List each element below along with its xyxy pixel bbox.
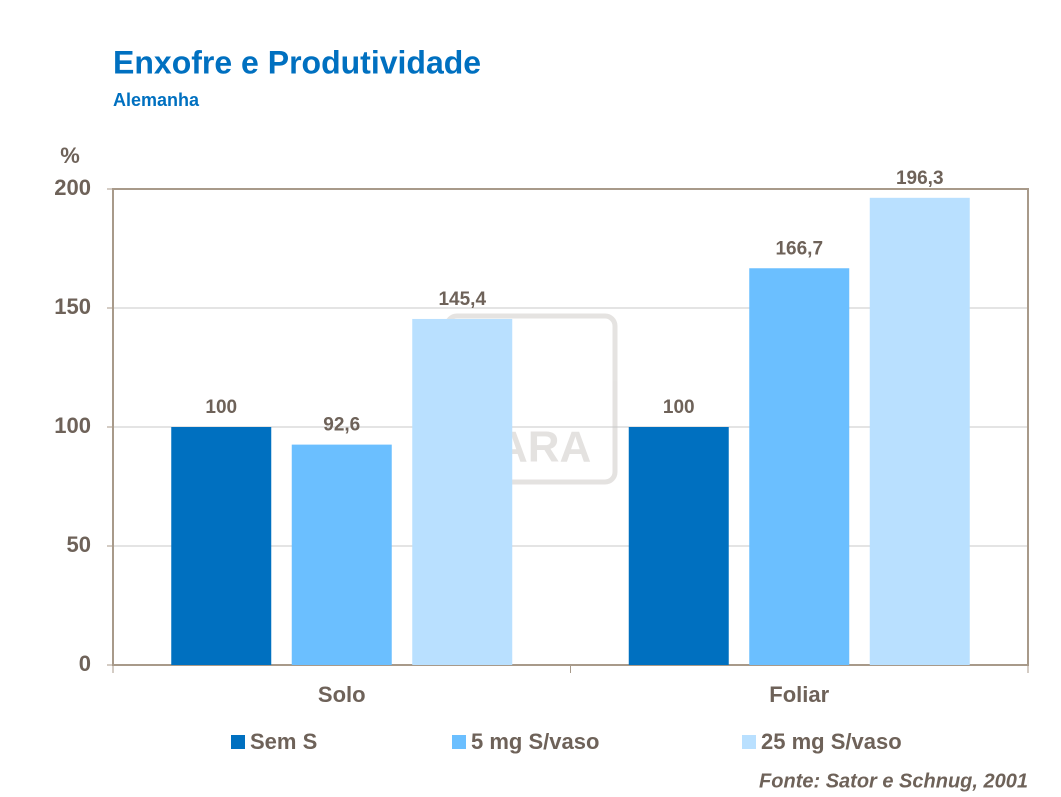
bar [171, 427, 272, 665]
y-tick-label: 150 [54, 294, 91, 319]
bar [412, 318, 513, 665]
x-tick-label: Foliar [769, 682, 829, 707]
value-label: 100 [205, 397, 237, 418]
chart-title: Enxofre e Produtividade [113, 44, 481, 80]
legend-swatch [452, 735, 466, 749]
value-label: 92,6 [323, 415, 360, 436]
y-tick-label: 50 [67, 532, 91, 557]
value-label: 166,7 [775, 238, 823, 259]
chart-subtitle: Alemanha [113, 90, 200, 110]
x-tick-label: Solo [318, 682, 366, 707]
value-label: 145,4 [438, 289, 486, 310]
source-note: Fonte: Sator e Schnug, 2001 [759, 770, 1028, 792]
legend-label: Sem S [250, 729, 317, 754]
value-label: 100 [663, 397, 695, 418]
bar [291, 444, 392, 665]
y-axis-label: % [60, 143, 80, 168]
legend-label: 25 mg S/vaso [761, 729, 902, 754]
value-label: 196,3 [896, 168, 944, 189]
legend-swatch [742, 735, 756, 749]
bar [869, 197, 970, 665]
bar [628, 427, 729, 665]
legend-swatch [231, 735, 245, 749]
bar [749, 268, 850, 665]
legend-label: 5 mg S/vaso [471, 729, 599, 754]
y-tick-label: 0 [79, 651, 91, 676]
y-tick-label: 200 [54, 175, 91, 200]
y-tick-label: 100 [54, 413, 91, 438]
